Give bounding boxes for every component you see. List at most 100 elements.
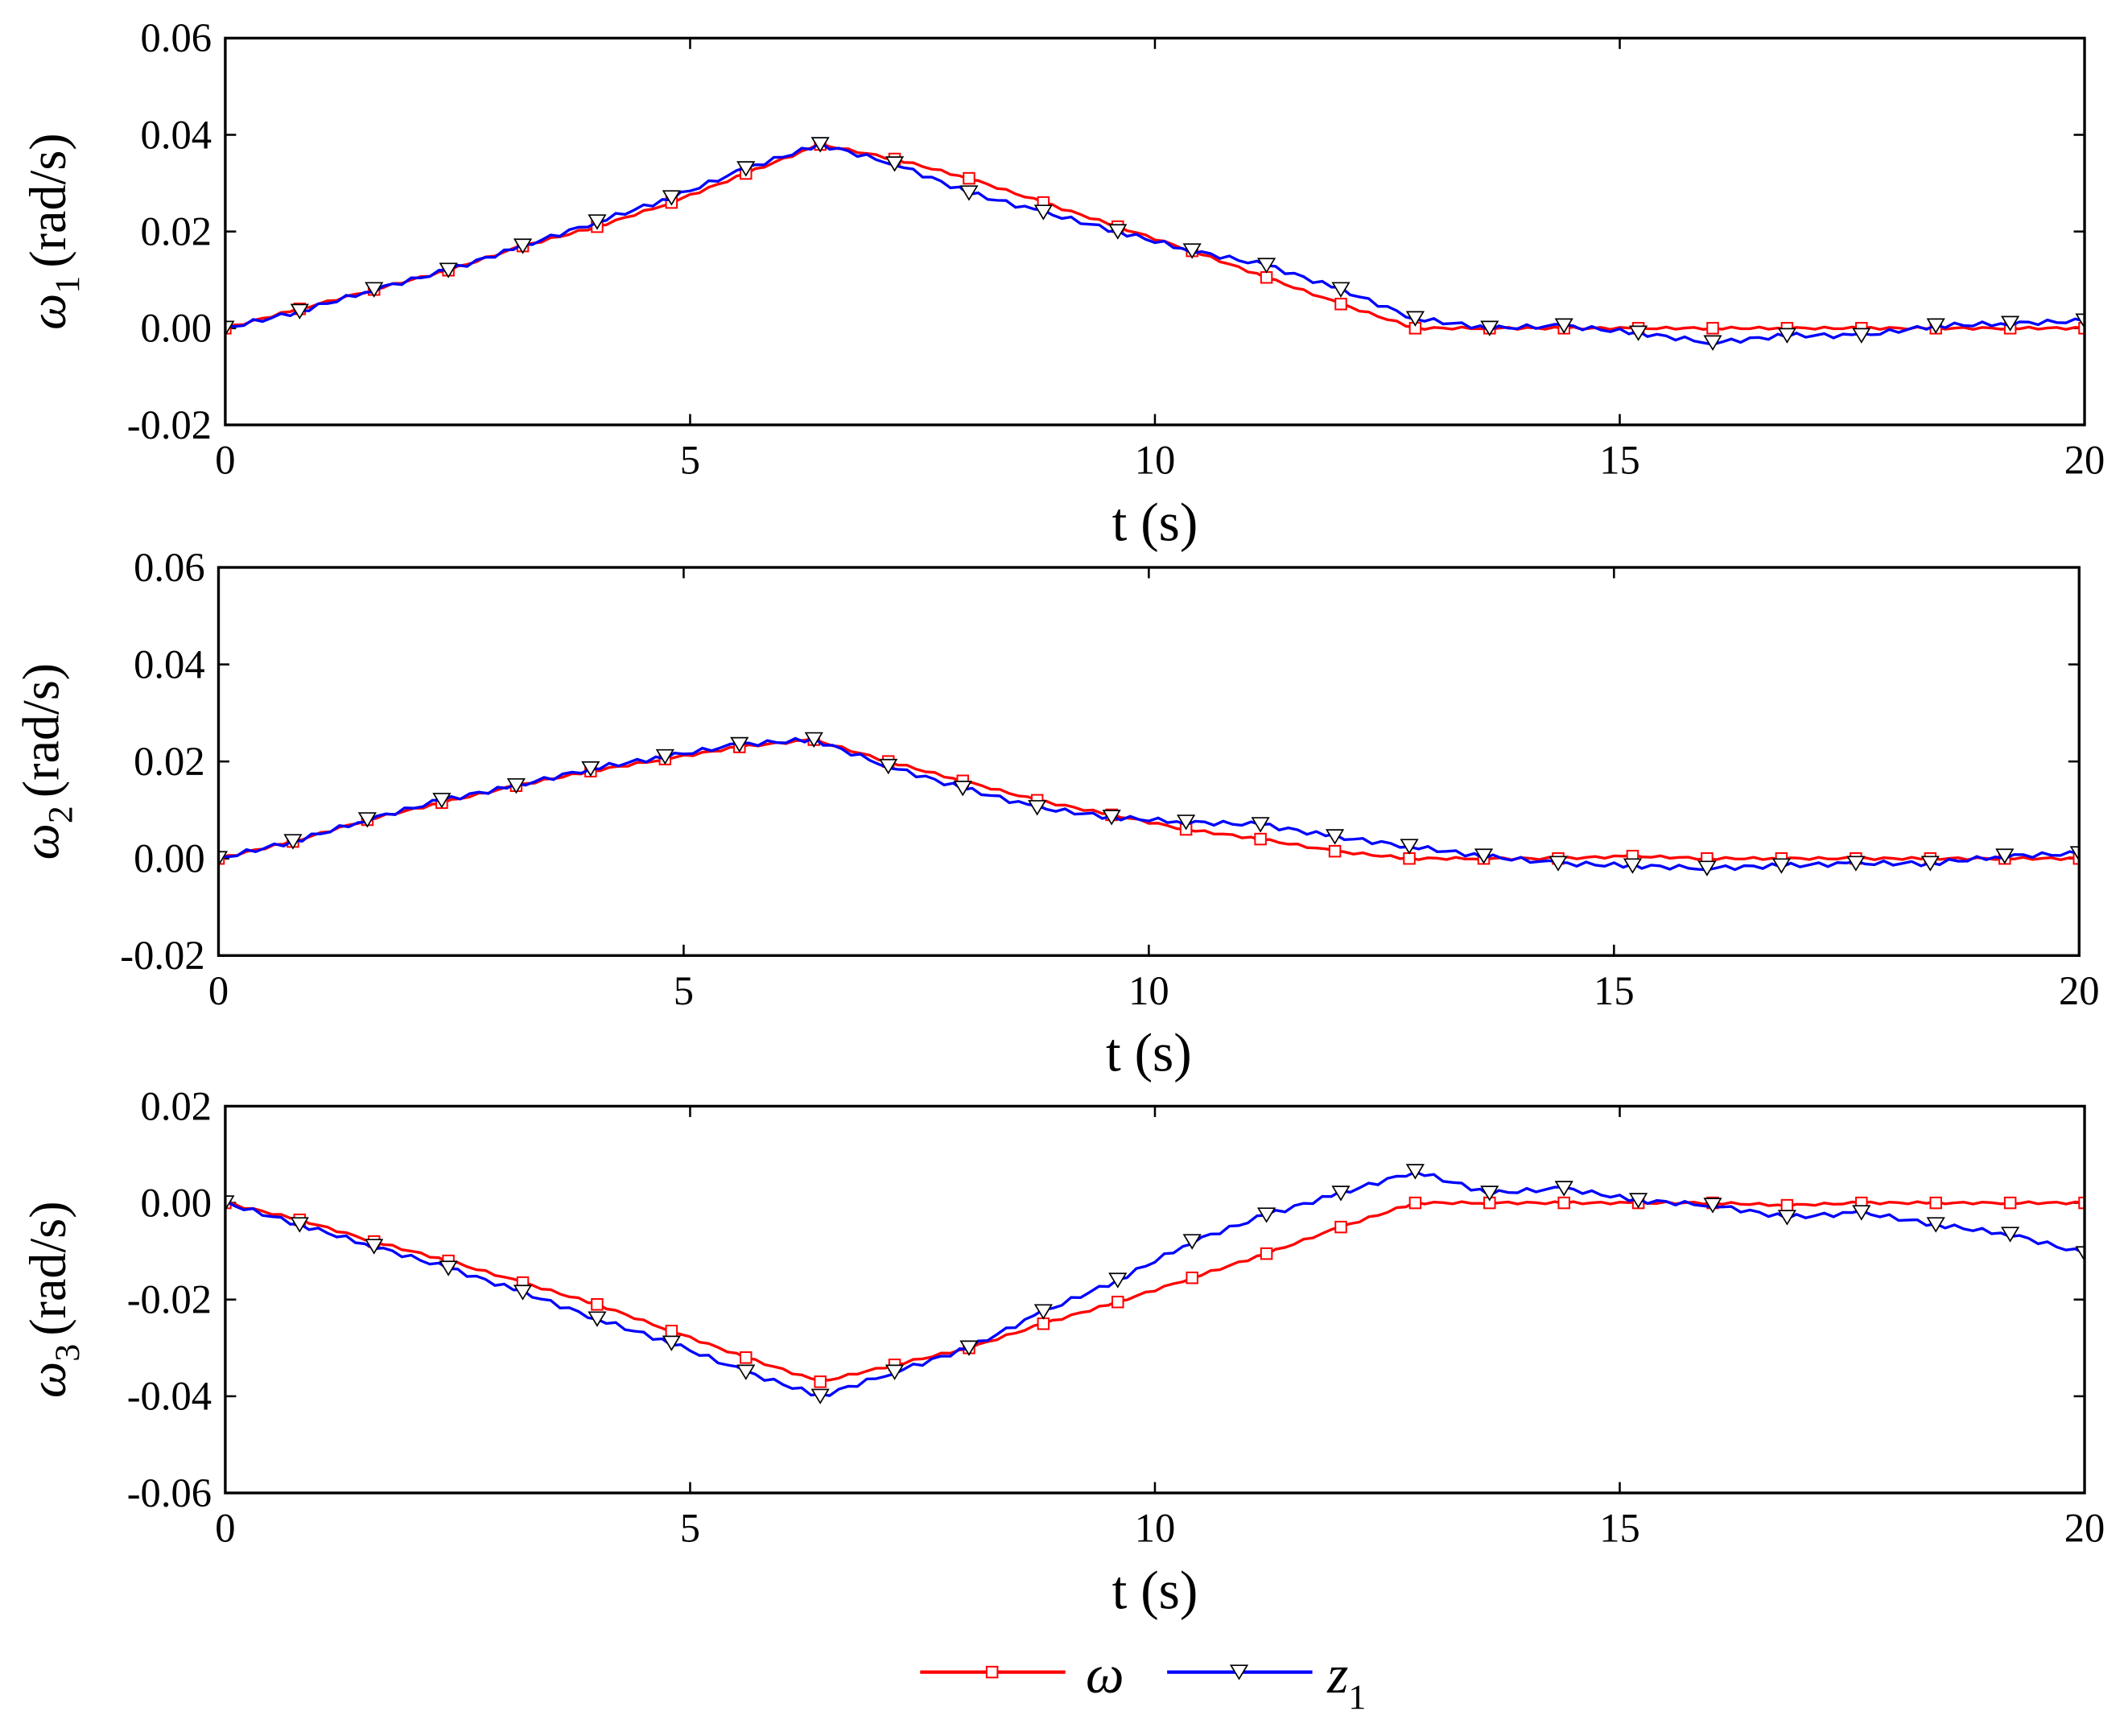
x-axis-label: t (s) (1112, 492, 1198, 552)
data-point-z1 (588, 214, 607, 230)
y-label-symbol: ω (19, 1362, 76, 1398)
data-point-omega (2078, 1196, 2085, 1210)
data-point-z1 (1771, 858, 1792, 874)
data-point-omega (1186, 1271, 1198, 1284)
data-point-z1 (959, 1340, 979, 1356)
data-point-z1 (1405, 311, 1425, 327)
data-point-z1 (439, 1260, 458, 1276)
legend-label-z1-symbol: z (1326, 1644, 1348, 1705)
y-tick-label: 0.04 (134, 641, 205, 687)
y-tick-label: -0.04 (127, 1374, 212, 1419)
data-point-omega (591, 1297, 604, 1311)
y-tick-label: 0.00 (141, 306, 212, 351)
data-point-z1 (730, 736, 749, 753)
data-point-omega (2078, 322, 2085, 335)
series-line (225, 1200, 2085, 1383)
y-label-symbol: ω (13, 823, 70, 860)
series-z1 (218, 732, 2080, 876)
y-tick-label: 0.06 (141, 15, 212, 60)
data-point-z1 (1852, 328, 1871, 344)
plot-frame (224, 36, 2086, 427)
y-label-subscript: 2 (41, 806, 80, 823)
data-point-omega (1254, 832, 1267, 846)
data-point-z1 (1256, 258, 1276, 274)
data-point-z1 (2069, 846, 2080, 862)
data-point-z1 (1623, 858, 1643, 874)
data-point-z1 (1028, 800, 1047, 816)
x-axis-label: t (s) (1106, 1023, 1192, 1083)
data-point-z1 (439, 262, 458, 278)
data-point-z1 (1926, 1217, 1945, 1233)
y-tick-label: 0.06 (134, 545, 205, 590)
legend-marker-square-icon (985, 1665, 999, 1679)
series-line (218, 736, 2080, 861)
data-point-z1 (1108, 224, 1128, 240)
x-tick-label: 0 (215, 438, 235, 483)
data-point-omega (1780, 1198, 1794, 1212)
data-point-z1 (365, 282, 384, 298)
data-point-z1 (513, 1284, 533, 1301)
data-point-z1 (357, 812, 377, 828)
series-line (225, 140, 2085, 346)
plot-frame (224, 1104, 2086, 1495)
legend-label-z1-subscript: 1 (1348, 1678, 1366, 1717)
data-point-omega (739, 1351, 753, 1364)
data-point-z1 (2075, 313, 2085, 329)
data-point-z1 (432, 793, 452, 809)
data-point-z1 (655, 748, 674, 765)
data-point-z1 (1474, 848, 1494, 864)
data-point-omega (1403, 852, 1416, 865)
data-point-z1 (513, 238, 533, 254)
data-point-z1 (1033, 1304, 1053, 1320)
data-point-z1 (1331, 282, 1351, 298)
data-point-z1 (736, 161, 756, 177)
data-point-z1 (365, 1239, 384, 1255)
data-point-z1 (1182, 243, 1202, 259)
data-point-z1 (290, 1217, 309, 1233)
data-point-omega (2072, 852, 2080, 865)
subplot-2: 0 5 10 15 20 -0.02 0.00 0.02 0.04 0.06 t (s) ω2 (rad… (13, 545, 2100, 1083)
series-line (218, 736, 2080, 872)
y-tick-label: -0.02 (120, 933, 204, 978)
data-point-z1 (1703, 1198, 1722, 1214)
data-point-z1 (581, 761, 600, 777)
data-point-z1 (736, 1364, 756, 1380)
x-tick-label: 5 (680, 1506, 700, 1551)
subplot-1: 0 5 10 15 20 -0.02 0.00 0.02 0.04 0.06 t (s) ω1 (rad… (19, 15, 2105, 552)
data-point-z1 (2075, 1246, 2085, 1262)
y-tick-label: 0.02 (141, 209, 212, 254)
data-point-omega (1260, 1247, 1273, 1260)
y-tick-label: -0.02 (127, 1277, 212, 1322)
data-point-z1 (1251, 817, 1270, 833)
data-point-z1 (1629, 1193, 1648, 1209)
data-point-z1 (2001, 315, 2020, 332)
y-label-subscript: 3 (48, 1344, 87, 1362)
y-tick-label: 0.04 (141, 112, 212, 157)
data-point-z1 (885, 156, 905, 172)
data-point-z1 (1697, 860, 1717, 876)
legend-label-omega: ω (1086, 1644, 1124, 1705)
series-line (225, 1170, 2085, 1397)
y-tick-label: 0.02 (134, 739, 205, 784)
series-z1 (225, 1164, 2085, 1404)
series-omega (218, 733, 2080, 865)
data-point-z1 (1325, 829, 1345, 845)
legend: ω z1 (920, 1644, 1366, 1717)
x-tick-label: 15 (1599, 1506, 1640, 1551)
y-label-unit: (rad/s) (19, 1201, 76, 1335)
data-point-z1 (1920, 856, 1940, 872)
data-point-z1 (1554, 318, 1573, 334)
data-point-z1 (662, 190, 681, 206)
data-point-z1 (1554, 1181, 1573, 1197)
y-tick-label: 0.00 (141, 1180, 212, 1225)
data-point-z1 (1549, 856, 1568, 872)
x-tick-label: 15 (1594, 968, 1635, 1013)
data-point-omega (1334, 1220, 1347, 1234)
data-point-z1 (1102, 810, 1121, 826)
data-point-z1 (1926, 318, 1945, 334)
x-tick-label: 10 (1135, 438, 1176, 483)
data-point-z1 (810, 137, 830, 153)
x-axis-label: t (s) (1112, 1560, 1198, 1620)
y-axis-label: ω2 (rad/s) (13, 663, 80, 860)
data-point-z1 (804, 732, 823, 748)
